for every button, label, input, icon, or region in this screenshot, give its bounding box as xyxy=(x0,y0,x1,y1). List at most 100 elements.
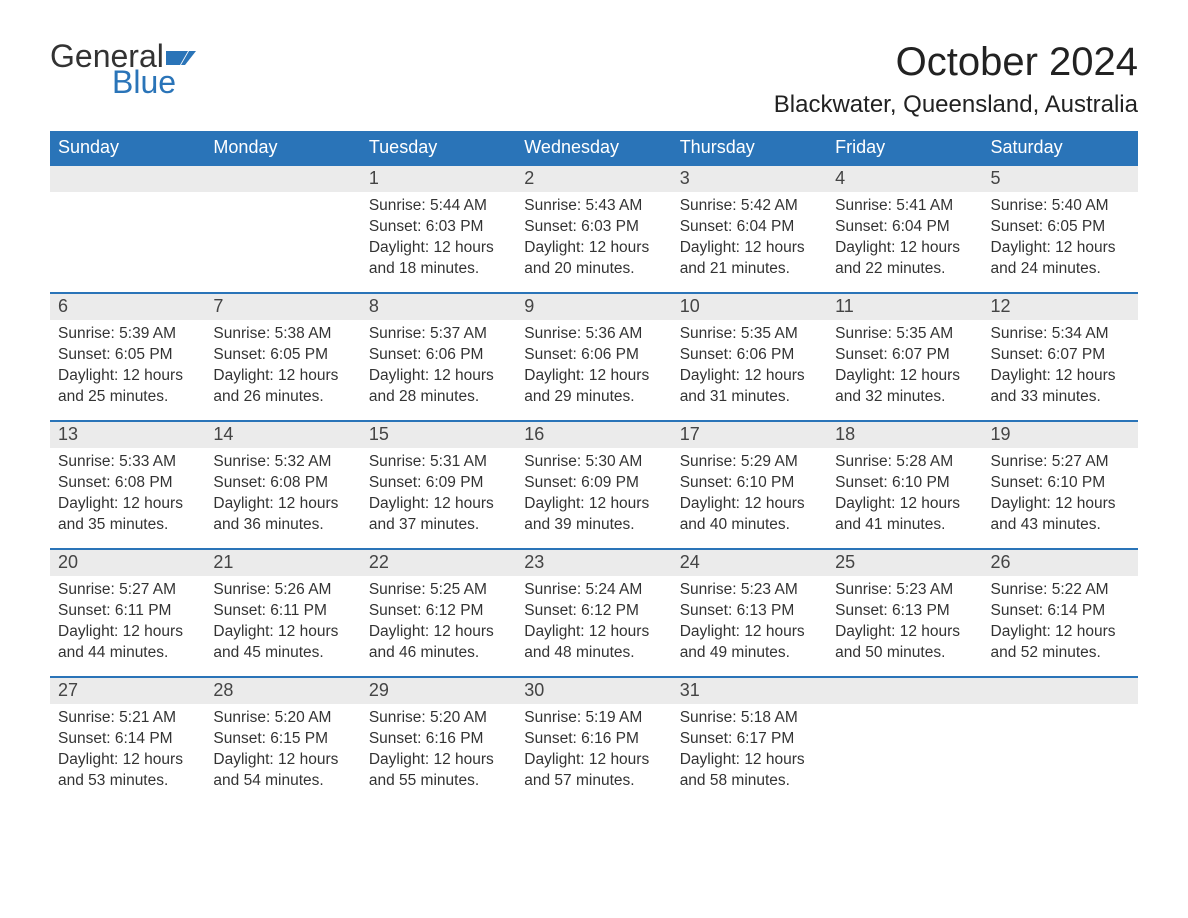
daylight-line: Daylight: 12 hours and 57 minutes. xyxy=(524,750,663,792)
sunrise-value: 5:23 AM xyxy=(896,581,953,598)
daylight-line: Daylight: 12 hours and 41 minutes. xyxy=(835,494,974,536)
sunset-value: 6:11 PM xyxy=(115,602,172,619)
day-content: Sunrise: 5:24 AMSunset: 6:12 PMDaylight:… xyxy=(516,576,671,674)
sunrise-line: Sunrise: 5:34 AM xyxy=(991,324,1130,345)
calendar-day-cell: 28Sunrise: 5:20 AMSunset: 6:15 PMDayligh… xyxy=(205,676,360,804)
calendar-day-cell: 11Sunrise: 5:35 AMSunset: 6:07 PMDayligh… xyxy=(827,292,982,420)
sunrise-value: 5:44 AM xyxy=(430,197,487,214)
sunrise-line: Sunrise: 5:31 AM xyxy=(369,452,508,473)
weekday-header: Friday xyxy=(827,131,982,164)
sunset-value: 6:12 PM xyxy=(426,602,484,619)
day-content: Sunrise: 5:21 AMSunset: 6:14 PMDaylight:… xyxy=(50,704,205,802)
day-number: 23 xyxy=(516,550,671,576)
calendar-day-cell: 17Sunrise: 5:29 AMSunset: 6:10 PMDayligh… xyxy=(672,420,827,548)
daylight-line: Daylight: 12 hours and 29 minutes. xyxy=(524,366,663,408)
sunrise-line: Sunrise: 5:39 AM xyxy=(58,324,197,345)
sunset-line: Sunset: 6:05 PM xyxy=(991,217,1130,238)
day-content: Sunrise: 5:36 AMSunset: 6:06 PMDaylight:… xyxy=(516,320,671,418)
brand-part2: Blue xyxy=(112,66,196,98)
calendar-day-cell: 4Sunrise: 5:41 AMSunset: 6:04 PMDaylight… xyxy=(827,164,982,292)
day-number: 19 xyxy=(983,422,1138,448)
day-content xyxy=(827,704,982,718)
sunrise-line: Sunrise: 5:35 AM xyxy=(680,324,819,345)
day-number: 31 xyxy=(672,678,827,704)
sunset-line: Sunset: 6:14 PM xyxy=(58,729,197,750)
title-block: October 2024 Blackwater, Queensland, Aus… xyxy=(774,40,1138,119)
calendar-day-cell: 5Sunrise: 5:40 AMSunset: 6:05 PMDaylight… xyxy=(983,164,1138,292)
sunset-line: Sunset: 6:12 PM xyxy=(524,601,663,622)
sunset-line: Sunset: 6:14 PM xyxy=(991,601,1130,622)
calendar-day-cell: 22Sunrise: 5:25 AMSunset: 6:12 PMDayligh… xyxy=(361,548,516,676)
daylight-line: Daylight: 12 hours and 50 minutes. xyxy=(835,622,974,664)
sunrise-value: 5:23 AM xyxy=(741,581,798,598)
day-number: 12 xyxy=(983,294,1138,320)
day-number: 16 xyxy=(516,422,671,448)
day-number: 25 xyxy=(827,550,982,576)
calendar-table: SundayMondayTuesdayWednesdayThursdayFrid… xyxy=(50,131,1138,804)
calendar-day-cell: 16Sunrise: 5:30 AMSunset: 6:09 PMDayligh… xyxy=(516,420,671,548)
sunset-value: 6:14 PM xyxy=(1047,602,1105,619)
sunset-line: Sunset: 6:13 PM xyxy=(835,601,974,622)
day-number: 28 xyxy=(205,678,360,704)
sunset-line: Sunset: 6:10 PM xyxy=(991,473,1130,494)
calendar-day-cell: 26Sunrise: 5:22 AMSunset: 6:14 PMDayligh… xyxy=(983,548,1138,676)
sunrise-line: Sunrise: 5:23 AM xyxy=(680,580,819,601)
day-content: Sunrise: 5:44 AMSunset: 6:03 PMDaylight:… xyxy=(361,192,516,290)
daylight-line: Daylight: 12 hours and 49 minutes. xyxy=(680,622,819,664)
sunrise-line: Sunrise: 5:21 AM xyxy=(58,708,197,729)
daylight-line: Daylight: 12 hours and 35 minutes. xyxy=(58,494,197,536)
sunset-value: 6:06 PM xyxy=(737,346,795,363)
daylight-line: Daylight: 12 hours and 48 minutes. xyxy=(524,622,663,664)
daylight-line: Daylight: 12 hours and 44 minutes. xyxy=(58,622,197,664)
sunrise-value: 5:33 AM xyxy=(119,453,176,470)
sunset-line: Sunset: 6:13 PM xyxy=(680,601,819,622)
calendar-day-cell: 2Sunrise: 5:43 AMSunset: 6:03 PMDaylight… xyxy=(516,164,671,292)
sunset-line: Sunset: 6:04 PM xyxy=(680,217,819,238)
sunset-value: 6:06 PM xyxy=(581,346,639,363)
weekday-header: Monday xyxy=(205,131,360,164)
day-number: 13 xyxy=(50,422,205,448)
sunrise-value: 5:28 AM xyxy=(896,453,953,470)
daylight-line: Daylight: 12 hours and 37 minutes. xyxy=(369,494,508,536)
day-number: 14 xyxy=(205,422,360,448)
sunrise-value: 5:36 AM xyxy=(585,325,642,342)
sunset-value: 6:09 PM xyxy=(581,474,639,491)
day-content: Sunrise: 5:37 AMSunset: 6:06 PMDaylight:… xyxy=(361,320,516,418)
sunset-value: 6:10 PM xyxy=(1047,474,1105,491)
sunset-value: 6:10 PM xyxy=(892,474,950,491)
sunrise-value: 5:27 AM xyxy=(1052,453,1109,470)
calendar-empty-cell xyxy=(205,164,360,292)
daylight-line: Daylight: 12 hours and 36 minutes. xyxy=(213,494,352,536)
day-number: 18 xyxy=(827,422,982,448)
day-number: 24 xyxy=(672,550,827,576)
sunset-line: Sunset: 6:09 PM xyxy=(524,473,663,494)
calendar-day-cell: 14Sunrise: 5:32 AMSunset: 6:08 PMDayligh… xyxy=(205,420,360,548)
sunset-value: 6:03 PM xyxy=(581,218,639,235)
sunrise-line: Sunrise: 5:30 AM xyxy=(524,452,663,473)
sunset-value: 6:08 PM xyxy=(115,474,173,491)
sunrise-value: 5:27 AM xyxy=(119,581,176,598)
daylight-line: Daylight: 12 hours and 25 minutes. xyxy=(58,366,197,408)
sunrise-value: 5:21 AM xyxy=(119,709,176,726)
weekday-header: Sunday xyxy=(50,131,205,164)
month-title: October 2024 xyxy=(774,40,1138,85)
sunset-value: 6:13 PM xyxy=(737,602,795,619)
day-content: Sunrise: 5:41 AMSunset: 6:04 PMDaylight:… xyxy=(827,192,982,290)
sunset-value: 6:07 PM xyxy=(1047,346,1105,363)
daylight-line: Daylight: 12 hours and 26 minutes. xyxy=(213,366,352,408)
sunrise-line: Sunrise: 5:19 AM xyxy=(524,708,663,729)
sunrise-value: 5:22 AM xyxy=(1052,581,1109,598)
day-number: 2 xyxy=(516,166,671,192)
calendar-day-cell: 12Sunrise: 5:34 AMSunset: 6:07 PMDayligh… xyxy=(983,292,1138,420)
calendar-row: 20Sunrise: 5:27 AMSunset: 6:11 PMDayligh… xyxy=(50,548,1138,676)
day-number: 7 xyxy=(205,294,360,320)
calendar-row: 1Sunrise: 5:44 AMSunset: 6:03 PMDaylight… xyxy=(50,164,1138,292)
daylight-line: Daylight: 12 hours and 32 minutes. xyxy=(835,366,974,408)
sunset-value: 6:10 PM xyxy=(737,474,795,491)
weekday-header-row: SundayMondayTuesdayWednesdayThursdayFrid… xyxy=(50,131,1138,164)
calendar-row: 27Sunrise: 5:21 AMSunset: 6:14 PMDayligh… xyxy=(50,676,1138,804)
sunrise-value: 5:31 AM xyxy=(430,453,487,470)
sunset-value: 6:13 PM xyxy=(892,602,950,619)
day-number xyxy=(205,166,360,192)
calendar-day-cell: 7Sunrise: 5:38 AMSunset: 6:05 PMDaylight… xyxy=(205,292,360,420)
